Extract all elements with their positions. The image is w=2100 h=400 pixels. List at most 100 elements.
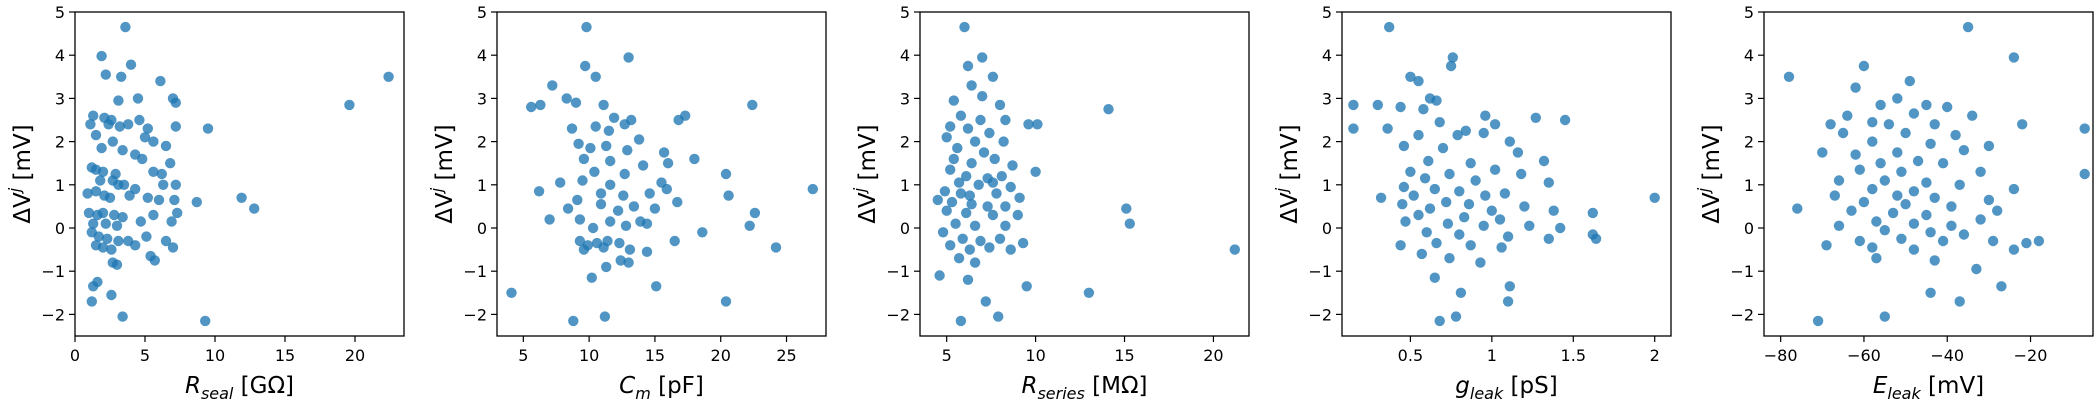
x-tick-label: 10 xyxy=(1025,346,1045,365)
data-point xyxy=(141,231,152,242)
data-point xyxy=(595,199,607,210)
data-point xyxy=(1465,158,1476,169)
x-tick-label: −80 xyxy=(1764,346,1798,365)
data-point xyxy=(644,188,655,199)
data-point xyxy=(1929,255,1940,266)
data-point xyxy=(934,270,945,281)
data-point xyxy=(948,95,959,106)
data-point xyxy=(1124,218,1136,229)
data-point xyxy=(669,235,680,247)
x-tick-label: 5 xyxy=(518,346,528,365)
data-point xyxy=(1437,142,1449,154)
x-axis-label: gleak [pS] xyxy=(1455,373,1557,400)
data-point xyxy=(1400,216,1411,227)
data-point xyxy=(142,192,153,203)
x-tick-label: 20 xyxy=(711,346,731,365)
data-point xyxy=(1649,192,1660,203)
data-point xyxy=(662,158,674,169)
data-point xyxy=(953,253,965,264)
data-point xyxy=(996,171,1007,182)
data-point xyxy=(1900,127,1911,139)
data-point xyxy=(1494,214,1506,225)
y-tick-label: 0 xyxy=(900,219,910,238)
y-tick-label: 3 xyxy=(55,89,65,108)
data-point xyxy=(1408,190,1419,201)
data-point xyxy=(109,209,120,221)
data-point xyxy=(955,110,967,121)
data-point xyxy=(1005,181,1016,193)
data-point xyxy=(953,177,965,188)
data-point xyxy=(1587,207,1599,219)
data-point xyxy=(1783,71,1795,83)
data-point xyxy=(344,99,355,111)
data-point xyxy=(170,179,181,190)
data-point xyxy=(170,121,181,132)
data-point xyxy=(1444,168,1455,180)
data-point xyxy=(1444,253,1455,264)
data-points xyxy=(82,21,394,327)
data-point xyxy=(1454,229,1465,240)
x-tick-label: 5 xyxy=(942,346,952,365)
data-point xyxy=(148,209,159,221)
data-point xyxy=(1887,207,1899,219)
data-point xyxy=(572,194,583,206)
data-point xyxy=(1883,119,1895,130)
data-point xyxy=(964,190,975,201)
data-point xyxy=(125,59,137,70)
data-point xyxy=(1470,175,1481,186)
axes-frame xyxy=(919,11,1250,337)
data-point xyxy=(1480,110,1491,121)
data-point xyxy=(1465,240,1476,251)
data-point xyxy=(1900,199,1911,210)
y-tick-label: −2 xyxy=(41,305,65,324)
data-point xyxy=(1912,155,1924,167)
data-point xyxy=(102,233,113,244)
axes-frame xyxy=(496,11,827,337)
data-point xyxy=(1397,199,1408,210)
data-point xyxy=(562,203,574,214)
data-point xyxy=(2017,119,2028,130)
data-point xyxy=(1879,311,1891,322)
y-tick-label: 4 xyxy=(900,46,910,65)
y-tick-label: −1 xyxy=(886,262,910,281)
y-tick-label: 1 xyxy=(900,176,910,195)
data-point xyxy=(946,196,958,208)
y-tick-label: 3 xyxy=(900,89,910,108)
y-tick-label: 1 xyxy=(477,176,487,195)
x-tick-label: 0.5 xyxy=(1398,346,1423,365)
data-point xyxy=(1504,281,1516,292)
data-point xyxy=(118,179,130,190)
data-point xyxy=(1000,201,1011,212)
data-point xyxy=(1543,177,1555,188)
data-point xyxy=(1524,220,1535,231)
data-point xyxy=(1925,227,1936,238)
data-point xyxy=(1442,218,1454,229)
data-point xyxy=(1023,119,1034,130)
data-point xyxy=(747,99,758,111)
data-point xyxy=(106,289,117,301)
data-point xyxy=(1548,205,1559,216)
data-point xyxy=(2079,168,2090,180)
data-point xyxy=(1032,119,1043,130)
data-point xyxy=(1937,158,1949,169)
data-point xyxy=(97,166,109,177)
data-point xyxy=(673,114,684,126)
data-point xyxy=(1431,237,1442,249)
scatter-panel-membrane-capacitance: 5 10 15 20 25 −2 −1 0 1 2 3 4 5 Cm [pF] ΔVj [mV] xyxy=(427,3,827,400)
data-point xyxy=(987,209,999,221)
data-point xyxy=(651,281,662,292)
data-point xyxy=(1967,110,1978,121)
data-point xyxy=(83,207,95,219)
axes-frame xyxy=(1341,11,1672,337)
data-point xyxy=(1825,119,1836,130)
data-point xyxy=(619,119,630,130)
data-point xyxy=(1413,75,1424,87)
data-point xyxy=(202,123,214,134)
data-point xyxy=(1812,315,1824,327)
data-point xyxy=(770,242,782,253)
data-point xyxy=(117,311,128,322)
data-point xyxy=(1937,235,1949,247)
data-point xyxy=(641,246,653,257)
data-point xyxy=(587,222,599,234)
y-tick-label: 2 xyxy=(900,133,910,152)
